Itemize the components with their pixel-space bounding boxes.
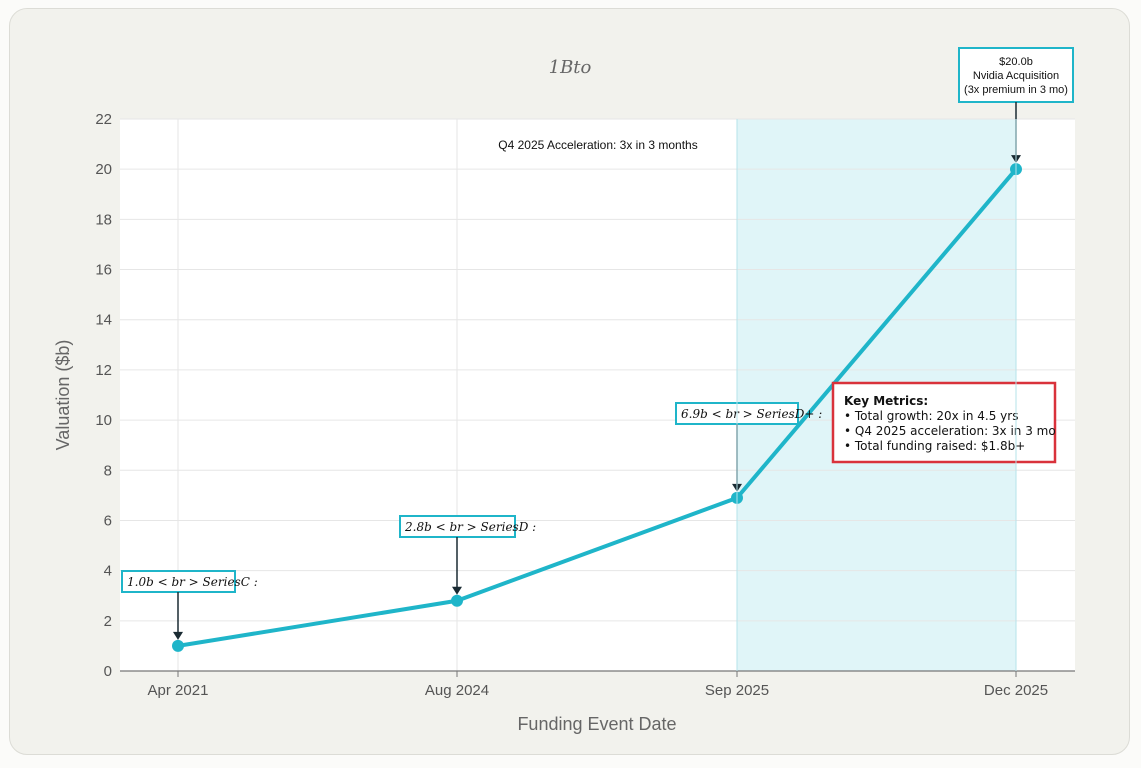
- y-tick-label: 2: [104, 613, 112, 630]
- x-tick-label: Sep 2025: [705, 682, 769, 699]
- annotation-label: (3x premium in 3 mo): [964, 84, 1068, 96]
- axes: 0 2 4 6 8 10 12 14 16 18 20 22 Apr 2021 Aug 2024 Sep 2…: [95, 111, 1075, 699]
- annotation-arrow-head: [452, 586, 462, 595]
- valuation-line: [177, 167, 1018, 648]
- y-tick-label: 4: [104, 563, 112, 580]
- y-axis-label: Valuation ($b): [53, 340, 73, 451]
- chart-title: 1Bto: [549, 57, 592, 78]
- x-tick-label: Aug 2024: [425, 682, 489, 699]
- x-tick-label: Dec 2025: [984, 682, 1048, 699]
- annotation-label: 2.8b < br > SeriesD :: [404, 520, 536, 534]
- annotation-label: 1.0b < br > SeriesC :: [127, 575, 258, 589]
- metrics-line: • Total funding raised: $1.8b+: [844, 439, 1025, 453]
- key-metrics-box: Key Metrics: • Total growth: 20x in 4.5 …: [831, 381, 1057, 464]
- y-tick-label: 14: [95, 312, 112, 329]
- annotation-arrow-head: [173, 631, 183, 640]
- metrics-title: Key Metrics:: [844, 394, 928, 408]
- acceleration-label: Q4 2025 Acceleration: 3x in 3 months: [498, 138, 697, 152]
- annotation-label: $20.0b: [999, 56, 1033, 68]
- annotation-label: 6.9b < br > SeriesD+ :: [681, 407, 822, 421]
- y-tick-label: 0: [104, 663, 112, 680]
- data-point: [451, 594, 463, 607]
- y-tick-label: 18: [95, 211, 112, 228]
- y-tick-label: 10: [95, 412, 112, 429]
- annotation-box: [958, 47, 1074, 103]
- x-tick-label: Apr 2021: [148, 682, 209, 699]
- y-tick-label: 16: [95, 262, 112, 279]
- y-tick-label: 20: [95, 161, 112, 178]
- metrics-line: • Total growth: 20x in 4.5 yrs: [844, 409, 1018, 423]
- metrics-line: • Q4 2025 acceleration: 3x in 3 mo: [844, 424, 1056, 438]
- metrics-box-border: [831, 381, 1057, 464]
- annotation-label: Nvidia Acquisition: [973, 70, 1059, 82]
- y-tick-label: 12: [95, 362, 112, 379]
- y-tick-label: 8: [104, 462, 112, 479]
- y-tick-label: 22: [95, 111, 112, 128]
- x-axis-label: Funding Event Date: [517, 714, 676, 734]
- y-tick-label: 6: [104, 512, 112, 529]
- data-point: [172, 639, 184, 652]
